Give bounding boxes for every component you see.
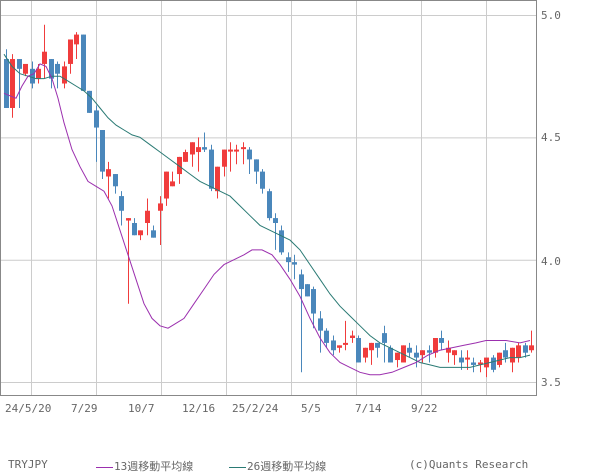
y-tick-4-5: 4.5 [541,131,561,144]
candles [4,24,534,378]
y-tick-5-0: 5.0 [541,9,561,22]
x-tick-label: 9/22 [411,402,438,415]
candlestick-chart [0,0,537,396]
legend-ma26-label: 26週移動平均線 [247,460,327,473]
x-tick-label: 25/2/24 [232,402,279,415]
x-tick-label: 24/5/20 [5,402,52,415]
x-tick-label: 7/29 [71,402,98,415]
x-tick-label: 10/7 [128,402,155,415]
legend-symbol: TRYJPY [8,458,48,471]
x-tick-label: 7/14 [355,402,382,415]
legend-ma26: 26週移動平均線 [229,458,326,474]
legend-ma13-label: 13週移動平均線 [114,460,194,473]
ma13-line [3,63,531,376]
ma13-swatch-icon [96,466,113,468]
ma26-swatch-icon [229,466,246,468]
y-tick-3-5: 3.5 [541,376,561,389]
plot-frame [0,0,537,396]
copyright: (c)Quants Research [409,458,529,471]
y-tick-4-0: 4.0 [541,255,561,268]
legend-ma13: 13週移動平均線 [96,458,193,474]
x-tick-label: 12/16 [182,402,216,415]
x-tick-label: 5/5 [301,402,321,415]
ma26-line [3,53,531,368]
grid-lines [0,0,537,396]
